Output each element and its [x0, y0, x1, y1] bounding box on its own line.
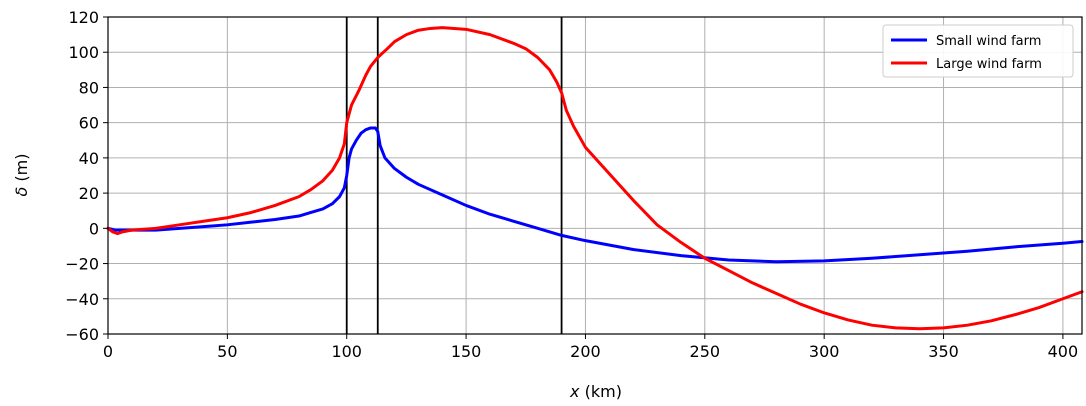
x-tick-label: 300 — [809, 342, 840, 361]
x-axis-label-unit: (km) — [580, 382, 622, 401]
x-axis-label-variable: x — [569, 382, 580, 401]
y-tick-label: 0 — [89, 219, 99, 238]
x-tick-label: 100 — [331, 342, 362, 361]
x-tick-label: 200 — [570, 342, 601, 361]
y-axis-label-unit: (m) — [12, 154, 31, 187]
y-tick-label: −20 — [65, 255, 99, 274]
y-tick-label: 100 — [68, 43, 99, 62]
y-tick-label: 60 — [79, 114, 99, 133]
legend-box — [882, 24, 1074, 78]
marker-lines — [345, 17, 563, 334]
series-lines — [106, 26, 1084, 331]
y-tick-label: 80 — [79, 78, 99, 97]
y-tick-label: 20 — [79, 184, 99, 203]
x-tick-label: 250 — [690, 342, 721, 361]
series-line-2 — [106, 26, 1084, 331]
y-axis-label-variable: δ — [12, 186, 31, 196]
x-axis-ticks: 0 50 100 150 200 250 300 350 400 — [103, 334, 1078, 361]
x-tick-label: 400 — [1048, 342, 1079, 361]
legend-entry-label: Large wind farm — [936, 57, 1042, 72]
grid-lines — [107, 16, 1082, 335]
x-axis-label: x (km) — [569, 382, 622, 401]
legend: Small wind farm Large wind farm — [882, 24, 1074, 78]
x-tick-label: 350 — [928, 342, 959, 361]
x-tick-label: 0 — [103, 342, 113, 361]
x-tick-label: 150 — [451, 342, 482, 361]
y-axis-ticks: −60 −40 −20 0 20 40 60 80 100 120 — [65, 8, 108, 344]
y-tick-label: 120 — [68, 8, 99, 27]
y-axis-label: δ (m) — [12, 154, 31, 197]
x-tick-label: 50 — [217, 342, 237, 361]
y-tick-label: −60 — [65, 325, 99, 344]
series-line-1 — [106, 126, 1084, 264]
plot-frame — [107, 16, 1083, 335]
legend-entry-label: Small wind farm — [936, 34, 1041, 49]
y-tick-label: 40 — [79, 149, 99, 168]
y-tick-label: −40 — [65, 290, 99, 309]
